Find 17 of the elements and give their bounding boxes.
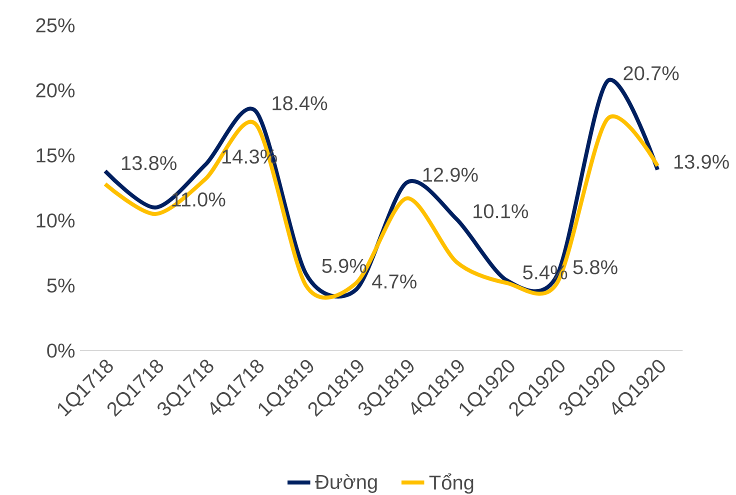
data-label: 5.9% xyxy=(322,258,366,274)
data-label: 13.9% xyxy=(674,154,729,170)
y-tick-label: 0% xyxy=(47,344,75,358)
data-label: 10.1% xyxy=(474,204,528,218)
data-label: 4.7% xyxy=(372,274,416,289)
data-label: 12.9% xyxy=(423,168,478,182)
data-label: 20.7% xyxy=(624,66,679,81)
legend-label: Tổng xyxy=(429,474,474,494)
y-tick-label: 25% xyxy=(36,18,75,33)
data-label: 5.8% xyxy=(573,260,618,274)
y-tick-label: 15% xyxy=(36,148,75,163)
y-tick-label: 5% xyxy=(47,278,75,293)
data-label: 18.4% xyxy=(272,96,328,110)
data-label: 13.8% xyxy=(122,156,176,170)
y-tick-label: 20% xyxy=(36,83,75,98)
legend-label: Đường xyxy=(315,474,377,494)
y-tick-label: 10% xyxy=(36,214,75,228)
